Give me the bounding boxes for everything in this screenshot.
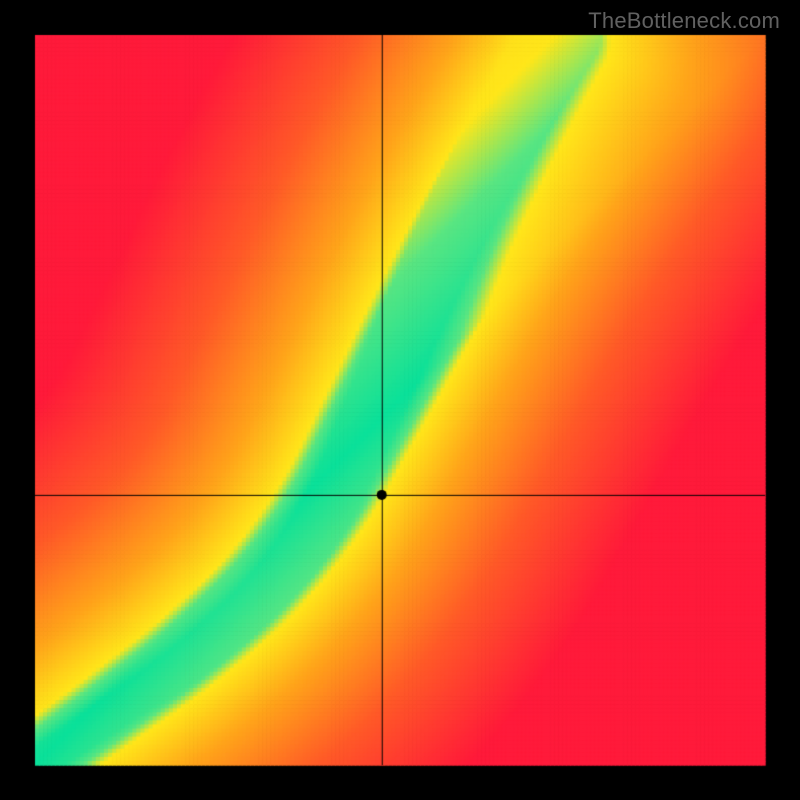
chart-container: TheBottleneck.com bbox=[0, 0, 800, 800]
watermark-text: TheBottleneck.com bbox=[588, 8, 780, 34]
heatmap-canvas bbox=[0, 0, 800, 800]
